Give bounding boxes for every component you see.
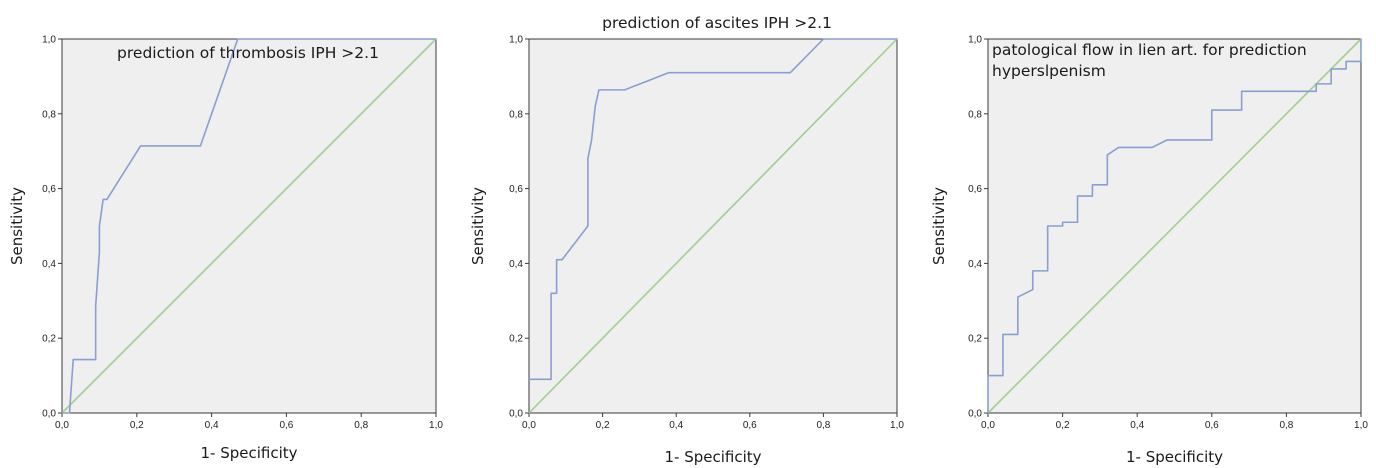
x-tick-label: 0,4 <box>1130 420 1144 431</box>
x-tick-label: 1,0 <box>890 420 904 431</box>
y-tick-label: 0,4 <box>509 259 523 270</box>
y-tick-label: 0,6 <box>42 184 56 195</box>
y-tick-label: 0,4 <box>42 259 56 270</box>
x-axis-label: 1- Specificity <box>664 448 761 466</box>
y-tick-label: 0,8 <box>42 109 56 120</box>
reference-line <box>987 38 1362 414</box>
y-tick-label: 0,0 <box>968 409 982 420</box>
x-tick-label: 1,0 <box>429 420 443 431</box>
y-axis-label: Sensitivity <box>469 187 487 265</box>
reference-line <box>61 38 437 414</box>
y-axis-label: Sensitivity <box>8 187 26 265</box>
x-tick-label: 0,4 <box>205 420 219 431</box>
x-tick-label: 0,2 <box>596 420 610 431</box>
x-tick-label: 0,2 <box>1056 420 1070 431</box>
y-tick-label: 0,4 <box>968 259 982 270</box>
y-tick-label: 0,8 <box>509 109 523 120</box>
y-tick-label: 0,6 <box>968 184 982 195</box>
roc-curve <box>62 38 436 414</box>
x-tick-label: 1,0 <box>1354 420 1368 431</box>
chart-panel-3: 0,0 0,2 0,4 0,6 0,8 1,0 0,0 0,2 0,4 0,6 0,8 1,0 pato… <box>930 35 1368 467</box>
y-axis-label: Sensitivity <box>930 187 948 265</box>
y-tick-label: 0,8 <box>968 109 982 120</box>
x-tick-label: 0,8 <box>354 420 368 431</box>
chart-panel-1: 0,0 0,2 0,4 0,6 0,8 1,0 0,0 0,2 0,4 0,6 0,8 1,0 pred… <box>8 35 443 463</box>
reference-line <box>528 38 898 414</box>
y-tick-label: 0,2 <box>42 334 56 345</box>
chart-title: patological flow in lien art. for predic… <box>992 41 1307 80</box>
roc-curve <box>987 39 1362 413</box>
x-tick-label: 0,6 <box>1205 420 1219 431</box>
roc-curve <box>529 38 897 381</box>
chart-title: prediction of thrombosis IPH >2.1 <box>117 44 379 62</box>
x-axis-label: 1- Specificity <box>1126 448 1223 466</box>
y-tick-label: 0,2 <box>509 334 523 345</box>
x-tick-label: 0,0 <box>981 420 995 431</box>
y-tick-label: 1,0 <box>509 35 523 46</box>
x-tick-label: 0,0 <box>522 420 536 431</box>
chart-title: prediction of ascites IPH >2.1 <box>602 14 832 32</box>
x-tick-label: 0,8 <box>816 420 830 431</box>
y-tick-label: 1,0 <box>968 35 982 46</box>
x-tick-label: 0,6 <box>743 420 757 431</box>
y-tick-label: 0,6 <box>509 184 523 195</box>
chart-panel-2: 0,0 0,2 0,4 0,6 0,8 1,0 0,0 0,2 0,4 0,6 0,8 1,0 pred… <box>469 14 904 466</box>
x-tick-label: 0,2 <box>130 420 144 431</box>
x-tick-label: 0,0 <box>55 420 69 431</box>
x-tick-label: 0,6 <box>279 420 293 431</box>
x-tick-label: 0,8 <box>1279 420 1293 431</box>
y-tick-label: 0,0 <box>42 409 56 420</box>
x-tick-label: 0,4 <box>669 420 683 431</box>
y-tick-label: 0,0 <box>509 409 523 420</box>
x-axis-label: 1- Specificity <box>200 444 297 462</box>
y-tick-label: 1,0 <box>42 35 56 46</box>
y-tick-label: 0,2 <box>968 334 982 345</box>
